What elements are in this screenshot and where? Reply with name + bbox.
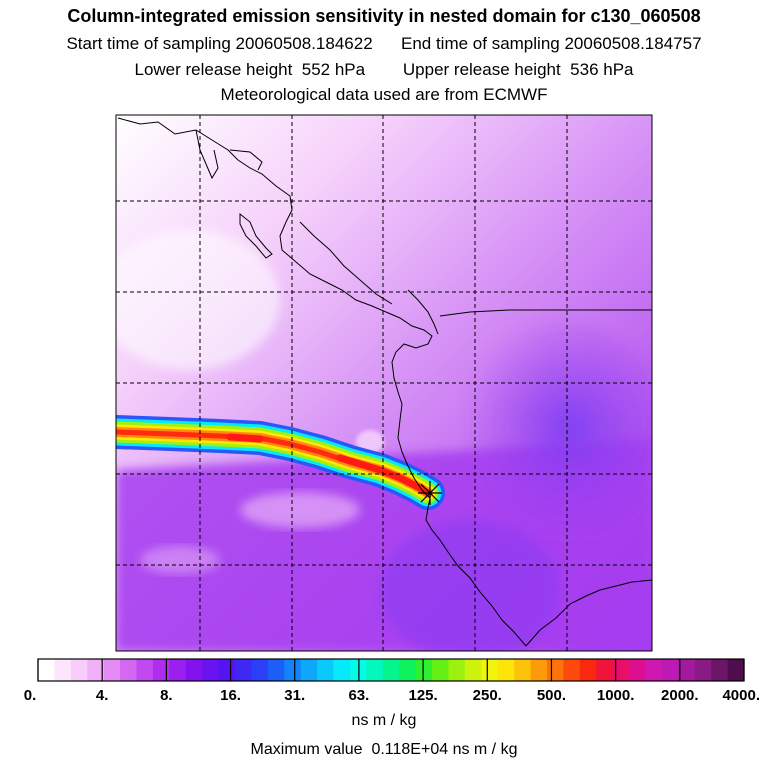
colorbar-swatch xyxy=(579,659,597,681)
colorbar-units: ns m / kg xyxy=(351,712,417,729)
colorbar-swatch xyxy=(596,659,614,681)
colorbar-label: 2000. xyxy=(661,687,699,704)
colorbar-swatch xyxy=(317,659,334,681)
colorbar-label: 0. xyxy=(24,687,37,704)
page-title: Column-integrated emission sensitivity i… xyxy=(67,6,701,26)
colorbar-swatch xyxy=(645,659,663,681)
release-heights: Lower release height 552 hPa Upper relea… xyxy=(134,60,634,79)
colorbar-swatch xyxy=(514,659,531,681)
colorbar-label: 125. xyxy=(408,687,437,704)
colorbar-swatch xyxy=(629,659,646,681)
colorbar-swatch xyxy=(152,659,170,681)
colorbar-swatch xyxy=(382,659,400,681)
colorbar-swatch xyxy=(136,659,154,681)
sensitivity-field xyxy=(116,115,652,651)
colorbar-swatch xyxy=(546,659,564,681)
colorbar-label: 1000. xyxy=(597,687,635,704)
coastline xyxy=(117,117,527,647)
colorbar-swatch xyxy=(235,659,252,681)
colorbar-swatch xyxy=(251,659,269,681)
colorbar-swatch xyxy=(678,659,696,681)
colorbar-swatch xyxy=(399,659,417,681)
colorbar-swatch xyxy=(481,659,499,681)
colorbar-swatch xyxy=(202,659,220,681)
colorbar xyxy=(37,658,745,682)
colorbar-swatch xyxy=(432,659,449,681)
colorbar-swatch xyxy=(415,659,433,681)
colorbar-swatch xyxy=(366,659,384,681)
colorbar-swatch xyxy=(563,659,581,681)
map-frame xyxy=(115,114,653,652)
colorbar-label: 31. xyxy=(284,687,305,704)
colorbar-swatch xyxy=(54,659,72,681)
colorbar-swatch xyxy=(448,659,466,681)
colorbar-swatch xyxy=(727,659,745,681)
colorbar-swatch xyxy=(497,659,515,681)
colorbar-swatch xyxy=(267,659,285,681)
colorbar-label: 63. xyxy=(348,687,369,704)
colorbar-swatch xyxy=(169,659,187,681)
maximum-value: Maximum value 0.118E+04 ns m / kg xyxy=(250,741,518,758)
colorbar-swatch xyxy=(87,659,105,681)
colorbar-swatch xyxy=(70,659,88,681)
colorbar-label: 250. xyxy=(473,687,502,704)
colorbar-label: 16. xyxy=(220,687,241,704)
colorbar-swatch xyxy=(711,659,728,681)
colorbar-swatch xyxy=(218,659,236,681)
colorbar-swatch xyxy=(185,659,203,681)
met-data-source: Meteorological data used are from ECMWF xyxy=(220,85,548,104)
colorbar-label: 500. xyxy=(537,687,566,704)
colorbar-swatch xyxy=(333,659,351,681)
colorbar-swatch xyxy=(464,659,482,681)
colorbar-swatch xyxy=(661,659,679,681)
colorbar-label: 4. xyxy=(96,687,109,704)
colorbar-swatch xyxy=(300,659,318,681)
colorbar-labels: 0. 4. 8. 16. 31. 63. 125. 250. 500. 1000. 2000. 400… xyxy=(24,659,760,704)
colorbar-label: 8. xyxy=(160,687,173,704)
colorbar-swatch xyxy=(103,659,121,681)
emission-plume xyxy=(116,415,445,510)
plume-core xyxy=(226,433,432,497)
colorbar-swatch xyxy=(38,659,55,681)
lat-lon-grid xyxy=(116,115,652,651)
colorbar-swatch xyxy=(612,659,630,681)
release-point-star-icon xyxy=(418,481,442,505)
colorbar-swatch xyxy=(120,659,137,681)
colorbar-label: 4000. xyxy=(722,687,760,704)
colorbar-swatch xyxy=(284,659,302,681)
colorbar-swatch xyxy=(530,659,548,681)
colorbar-swatch xyxy=(694,659,712,681)
sampling-times: Start time of sampling 20060508.184622 E… xyxy=(66,34,702,53)
